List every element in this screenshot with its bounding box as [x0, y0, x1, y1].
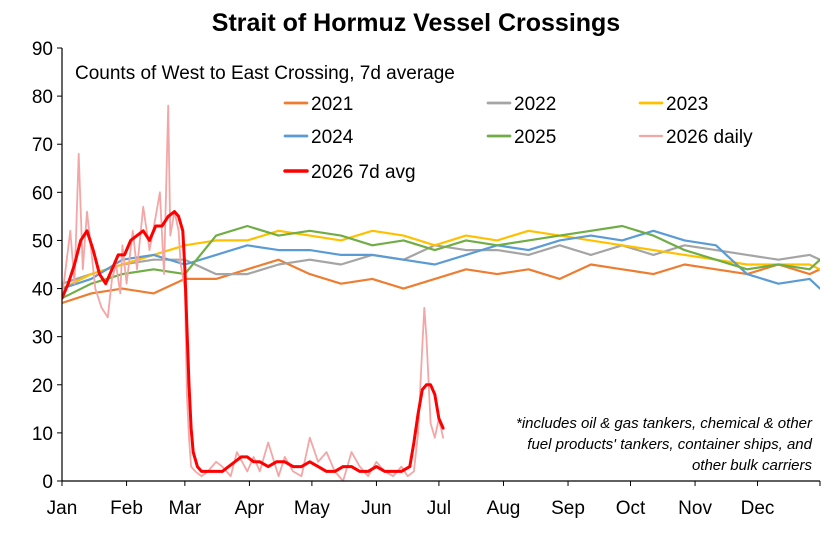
x-tick-label: Oct	[616, 498, 646, 519]
legend-label: 2024	[311, 127, 354, 148]
footnote-line: fuel products' tankers, container ships,…	[527, 436, 812, 453]
legend-item-2021: 2021	[283, 94, 353, 115]
x-tick-label: May	[294, 498, 330, 519]
footnote-line: *includes oil & gas tankers, chemical & …	[516, 415, 813, 432]
y-tick-label: 10	[32, 424, 53, 445]
y-tick-label: 50	[32, 231, 53, 252]
y-tick-label: 70	[32, 135, 53, 156]
x-tick-label: Jun	[361, 498, 392, 519]
x-tick-label: Aug	[487, 498, 521, 519]
x-tick-label: Jan	[47, 498, 78, 519]
footnote-line: other bulk carriers	[692, 457, 813, 474]
series-line-2021	[62, 258, 820, 305]
y-tick-label: 20	[32, 376, 53, 397]
y-tick-label: 30	[32, 328, 53, 349]
legend-label: 2021	[311, 94, 353, 115]
chart-subtitle: Counts of West to East Crossing, 7d aver…	[75, 63, 455, 84]
x-tick-label: Feb	[110, 498, 143, 519]
legend-label: 2026 daily	[666, 127, 753, 148]
series-line-2026-7d-avg	[62, 210, 445, 473]
chart-title: Strait of Hormuz Vessel Crossings	[212, 9, 620, 37]
x-tick-label: Mar	[168, 498, 201, 519]
axes: 0 10 20 30 40 50 60 70 80 90 Jan Feb Mar Apr May Jun Jul…	[32, 39, 821, 519]
y-tick-label: 0	[42, 472, 53, 493]
y-tick-label: 60	[32, 183, 53, 204]
legend-item-2023: 2023	[638, 94, 708, 115]
footnote: *includes oil & gas tankers, chemical & …	[516, 415, 813, 474]
legend-label: 2023	[666, 94, 708, 115]
y-tick-label: 80	[32, 87, 53, 108]
legend-item-2022: 2022	[486, 94, 556, 115]
series-line-2026-daily	[62, 104, 445, 481]
y-tick-label: 90	[32, 39, 53, 60]
legend-item-2025: 2025	[486, 127, 556, 148]
series-layer	[62, 104, 820, 481]
x-tick-label: Sep	[551, 498, 585, 519]
x-tick-label: Jul	[427, 498, 451, 519]
legend-label: 2026 7d avg	[311, 162, 416, 183]
x-tick-label: Dec	[741, 498, 775, 519]
x-tick-label: Nov	[678, 498, 712, 519]
legend-label: 2025	[514, 127, 556, 148]
legend-label: 2022	[514, 94, 556, 115]
x-tick-label: Apr	[235, 498, 265, 519]
series-line-2025	[62, 224, 820, 300]
series-line-2024	[62, 229, 820, 290]
legend-item-2026-daily: 2026 daily	[638, 127, 753, 148]
legend-item-2026-7d-avg: 2026 7d avg	[283, 162, 416, 183]
legend-item-2024: 2024	[283, 127, 354, 148]
legend: 2021 2022 2023 2024 2025 2026 daily 2026 7d av…	[283, 94, 753, 183]
y-tick-label: 40	[32, 280, 53, 301]
